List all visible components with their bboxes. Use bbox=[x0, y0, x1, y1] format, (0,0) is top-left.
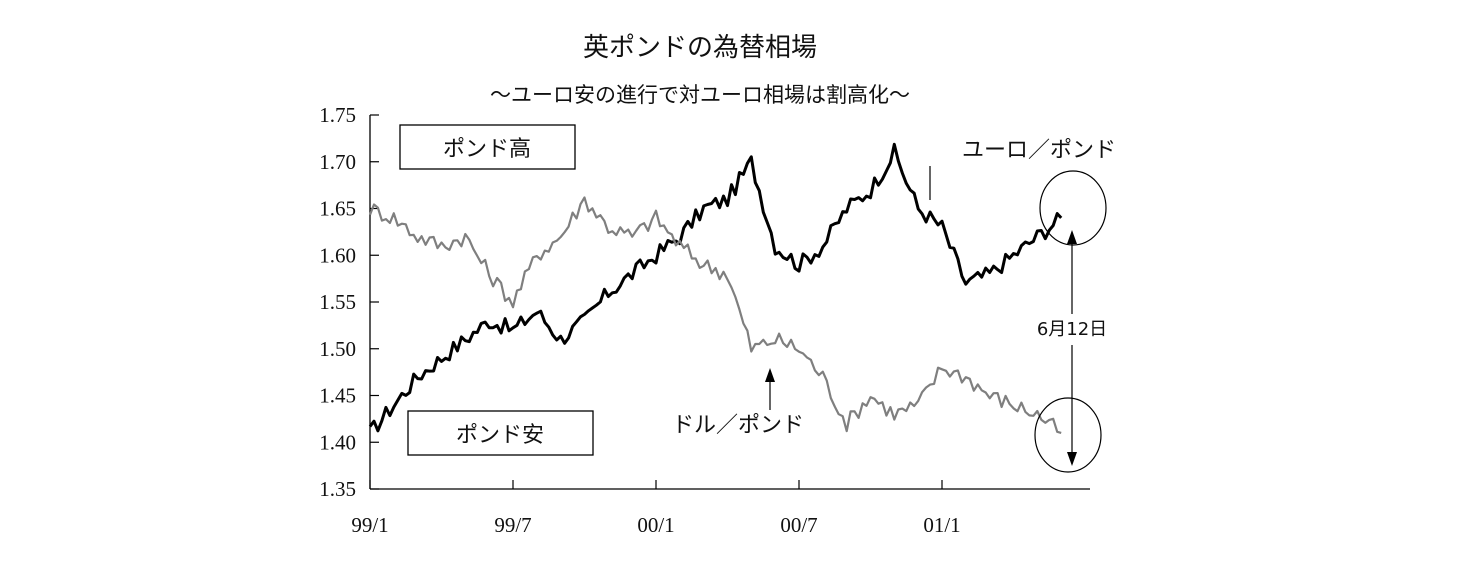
pound-high-box bbox=[399, 124, 576, 170]
chart-subtitle: ～ユーロ安の進行で対ユーロ相場は割高化～ bbox=[490, 83, 910, 107]
x-tick-group: 99/1 99/7 00/1 00/7 01/1 bbox=[351, 480, 961, 537]
chart-title: 英ポンドの為替相場 bbox=[583, 33, 817, 63]
dollar-pound-series-line bbox=[368, 196, 1062, 434]
y-tick-label: 1.75 bbox=[319, 103, 356, 127]
dollar-pound-arrow bbox=[765, 368, 775, 382]
pound-low-box bbox=[407, 410, 594, 456]
x-tick-label: 99/7 bbox=[494, 513, 531, 537]
y-tick-label: 1.55 bbox=[319, 290, 356, 314]
dollar-highlight-circle bbox=[1034, 397, 1102, 473]
y-tick-label: 1.50 bbox=[319, 337, 356, 361]
pound-high-label: ポンド高 bbox=[443, 137, 531, 162]
date-label: 6月12日 bbox=[1037, 319, 1107, 340]
date-down-arrow bbox=[1067, 452, 1077, 466]
x-tick-label: 00/1 bbox=[637, 513, 674, 537]
dollar-pound-label: ドル／ポンド bbox=[672, 413, 804, 438]
y-tick-label: 1.35 bbox=[319, 477, 356, 501]
pound-low-label: ポンド安 bbox=[456, 423, 544, 448]
series-group bbox=[368, 142, 1063, 434]
y-tick-label: 1.45 bbox=[319, 384, 356, 408]
euro-pound-label: ユーロ／ポンド bbox=[962, 138, 1116, 163]
x-tick-label: 01/1 bbox=[923, 513, 960, 537]
date-up-arrow bbox=[1067, 230, 1077, 244]
y-tick-label: 1.60 bbox=[319, 243, 356, 267]
x-tick-label: 99/1 bbox=[351, 513, 388, 537]
annotations: ポンド高 ポンド安 ユーロ／ポンド ドル／ポンド 6月12日 bbox=[399, 124, 1116, 473]
y-tick-label: 1.40 bbox=[319, 430, 356, 454]
euro-pound-series-line bbox=[368, 142, 1063, 433]
y-tick-group: 1.35 1.40 1.45 1.50 1.55 1.60 1.65 1.70 1.75 bbox=[319, 103, 379, 501]
euro-highlight-circle bbox=[1039, 170, 1107, 246]
y-tick-label: 1.65 bbox=[319, 197, 356, 221]
x-tick-label: 00/7 bbox=[780, 513, 817, 537]
y-tick-label: 1.70 bbox=[319, 150, 356, 174]
